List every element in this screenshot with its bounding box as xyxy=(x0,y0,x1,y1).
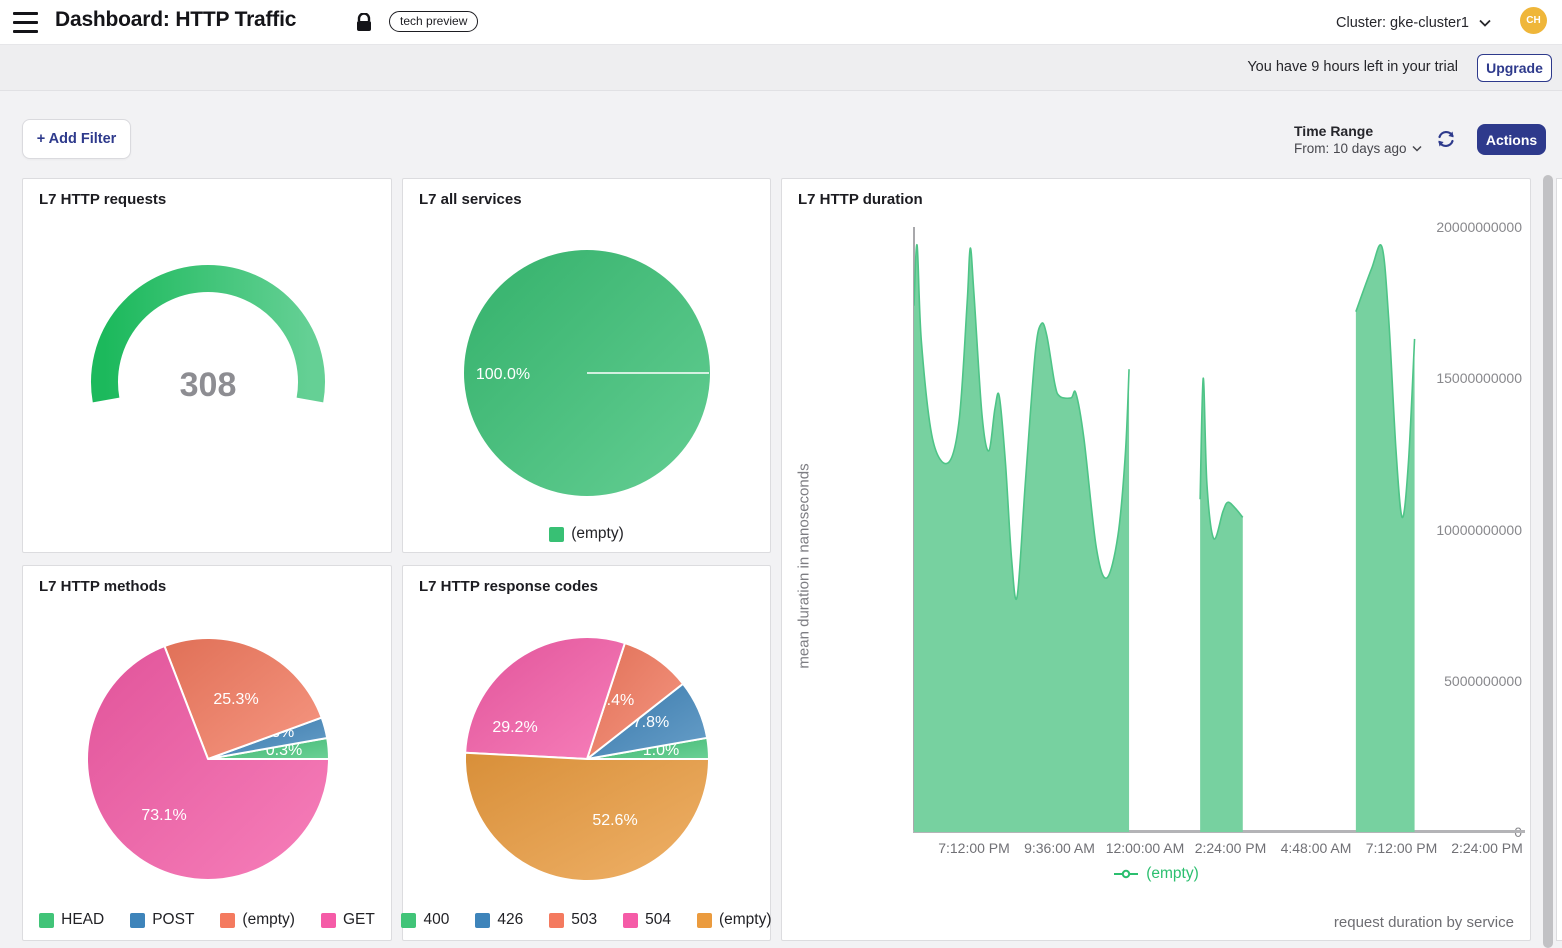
legend-swatch xyxy=(623,912,639,928)
legend-item[interactable]: GET xyxy=(320,911,375,929)
chevron-down-icon xyxy=(1479,19,1491,27)
chart-footer: request duration by service xyxy=(1333,914,1514,931)
card-http-duration: L7 HTTP duration mean duration in nanose… xyxy=(781,178,1531,941)
card-http-methods: L7 HTTP methods 0.3%1.3%25.3%73.1% HEADP… xyxy=(22,565,392,941)
legend-label: 426 xyxy=(497,911,524,928)
vertical-scrollbar[interactable] xyxy=(1543,175,1553,948)
legend-swatch xyxy=(220,912,236,928)
card-title: L7 HTTP requests xyxy=(39,191,167,208)
codes-legend: 400 426 503 504 (empty) xyxy=(401,911,772,929)
card-all-services: L7 all services 100.0% (empty) xyxy=(402,178,771,553)
card-title: L7 all services xyxy=(419,191,522,208)
upgrade-button[interactable]: Upgrade xyxy=(1477,54,1552,82)
menu-icon[interactable] xyxy=(13,12,38,33)
requests-gauge-chart: 308 xyxy=(91,265,325,404)
duration-area-chart xyxy=(914,244,1416,832)
codes-pie-chart: 1.0%7.8%9.4%29.2%52.6% xyxy=(464,636,710,882)
x-tick-label: 2:24:00 PM xyxy=(1451,840,1523,856)
legend-swatch xyxy=(696,912,712,928)
legend-label: (empty) xyxy=(571,525,624,542)
cluster-label: Cluster: gke-cluster1 xyxy=(1336,14,1469,31)
services-pie-chart: 100.0% xyxy=(464,250,710,496)
svg-text:52.6%: 52.6% xyxy=(592,812,637,829)
methods-pie-chart: 0.3%1.3%25.3%73.1% xyxy=(86,637,330,881)
x-tick-label: 7:12:00 PM xyxy=(1365,840,1438,856)
legend-item[interactable]: HEAD xyxy=(39,911,104,929)
legend-item[interactable]: 400 xyxy=(401,911,449,929)
legend-label: POST xyxy=(152,911,195,928)
y-tick-label: 15000000000 xyxy=(1436,370,1522,387)
card-title: L7 HTTP duration xyxy=(798,191,923,208)
actions-button[interactable]: Actions xyxy=(1477,124,1546,155)
legend-item[interactable]: 503 xyxy=(549,911,597,929)
svg-text:29.2%: 29.2% xyxy=(492,719,537,736)
svg-text:25.3%: 25.3% xyxy=(213,691,258,708)
app-header: Dashboard: HTTP Traffic tech preview Clu… xyxy=(0,0,1562,45)
legend-label: 504 xyxy=(645,911,671,928)
services-legend: (empty) xyxy=(403,525,770,543)
legend-label: GET xyxy=(342,911,375,928)
svg-text:7.8%: 7.8% xyxy=(633,714,669,731)
time-range-title: Time Range xyxy=(1294,123,1374,139)
avatar[interactable]: CH xyxy=(1520,7,1547,34)
legend-label: HEAD xyxy=(61,911,105,928)
trial-banner: You have 9 hours left in your trial Upgr… xyxy=(0,45,1562,91)
refresh-button[interactable] xyxy=(1434,128,1458,152)
card-http-response-codes: L7 HTTP response codes 1.0% 7.8% 9.4% 29.2%… xyxy=(401,565,772,941)
legend-swatch xyxy=(549,526,565,542)
line-series-marker-icon xyxy=(1114,869,1139,879)
svg-text:100.0%: 100.0% xyxy=(476,366,530,383)
chevron-down-icon xyxy=(1412,145,1422,152)
legend-item[interactable]: 504 xyxy=(623,911,671,929)
x-tick-label: 9:36:00 AM xyxy=(1024,840,1095,856)
duration-legend-label: (empty) xyxy=(1146,865,1199,882)
svg-text:73.1%: 73.1% xyxy=(141,807,186,824)
card-title: L7 HTTP response codes xyxy=(419,578,598,595)
x-tick-label: 12:00:00 AM xyxy=(1105,840,1185,856)
legend-item[interactable]: POST xyxy=(130,911,194,929)
legend-label: (empty) xyxy=(242,911,295,928)
legend-swatch xyxy=(130,912,146,928)
lock-icon xyxy=(356,12,372,37)
legend-swatch xyxy=(401,912,417,928)
y-tick-label: 5000000000 xyxy=(1444,672,1522,689)
tech-preview-badge: tech preview xyxy=(389,11,479,32)
methods-legend: HEAD POST (empty) GET xyxy=(23,911,391,929)
legend-item[interactable]: 426 xyxy=(475,911,523,929)
time-range-value: From: 10 days ago xyxy=(1294,141,1407,156)
card-http-requests: L7 HTTP requests 308 xyxy=(22,178,392,553)
card-title: L7 HTTP methods xyxy=(39,578,167,595)
legend-swatch xyxy=(39,912,55,928)
trial-message: You have 9 hours left in your trial xyxy=(1247,59,1458,75)
legend-label: 503 xyxy=(571,911,598,928)
page-title: Dashboard: HTTP Traffic xyxy=(55,8,297,31)
legend-item[interactable]: (empty) xyxy=(220,911,295,929)
legend-item[interactable]: (empty) xyxy=(696,911,772,929)
add-filter-button[interactable]: + Add Filter xyxy=(22,119,131,159)
legend-item[interactable]: (empty) xyxy=(549,525,624,543)
refresh-icon xyxy=(1438,130,1454,148)
y-tick-label: 10000000000 xyxy=(1436,521,1522,538)
svg-text:308: 308 xyxy=(180,366,237,404)
x-tick-label: 7:12:00 PM xyxy=(938,840,1010,856)
x-tick-label: 2:24:00 PM xyxy=(1194,840,1267,856)
legend-swatch xyxy=(475,912,491,928)
legend-label: (empty) xyxy=(718,911,772,928)
y-tick-label: 20000000000 xyxy=(1436,219,1522,235)
legend-swatch xyxy=(320,912,336,928)
legend-label: 400 xyxy=(423,911,450,928)
cluster-selector[interactable]: Cluster: gke-cluster1 xyxy=(1336,0,1491,45)
duration-legend-item[interactable]: (empty) xyxy=(782,865,1530,883)
time-range-selector[interactable]: Time Range From: 10 days ago xyxy=(1294,123,1422,156)
next-card-sliver xyxy=(1556,178,1562,941)
x-tick-label: 4:48:00 AM xyxy=(1280,840,1352,856)
legend-swatch xyxy=(549,912,565,928)
